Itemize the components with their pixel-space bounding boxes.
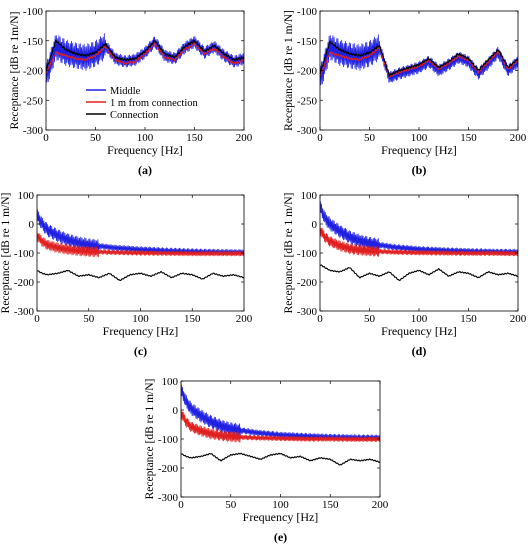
y-tick-label: -300 bbox=[297, 306, 318, 318]
y-tick-label: 100 bbox=[162, 376, 179, 388]
x-tick-label: 100 bbox=[411, 132, 428, 144]
plot-area bbox=[320, 201, 518, 282]
series-line-1 bbox=[37, 209, 244, 256]
y-tick-label: -300 bbox=[158, 492, 179, 504]
x-axis-label: Frequency [Hz] bbox=[107, 143, 183, 157]
y-tick-label: -200 bbox=[297, 277, 318, 289]
x-tick-label: 50 bbox=[364, 132, 376, 144]
y-tick-label: -300 bbox=[14, 306, 35, 318]
x-tick-label: 150 bbox=[186, 132, 203, 144]
x-tick-label: 0 bbox=[317, 132, 323, 144]
y-tick-label: -100 bbox=[297, 6, 318, 18]
x-tick-label: 0 bbox=[317, 313, 323, 325]
x-tick-label: 200 bbox=[236, 313, 253, 325]
x-tick-label: 150 bbox=[322, 499, 339, 511]
x-tick-label: 0 bbox=[34, 313, 40, 325]
y-tick-label: -200 bbox=[297, 66, 318, 78]
panel-label: (a) bbox=[138, 163, 152, 177]
chart-panel-a: 0 50 100 150 200 -300 -250 -200 -150 -100 Frequenc… bbox=[9, 6, 253, 177]
series-line-1 bbox=[320, 34, 518, 86]
x-axis-label: Frequency [Hz] bbox=[243, 510, 319, 524]
series-line-2 bbox=[320, 47, 518, 78]
x-tick-label: 100 bbox=[272, 499, 289, 511]
panel-label: (b) bbox=[412, 163, 427, 177]
x-tick-label: 0 bbox=[178, 499, 184, 511]
x-tick-label: 150 bbox=[184, 313, 201, 325]
series-line-2 bbox=[320, 225, 518, 257]
y-tick-label: -250 bbox=[23, 95, 44, 107]
x-tick-label: 200 bbox=[510, 313, 527, 325]
y-tick-label: -200 bbox=[14, 277, 35, 289]
series-line-1 bbox=[320, 201, 518, 256]
x-tick-label: 0 bbox=[43, 132, 49, 144]
y-axis-label: Receptance [dB re 1 m/N] bbox=[283, 193, 295, 314]
series-line-3 bbox=[320, 264, 518, 282]
series-line-3 bbox=[46, 39, 244, 72]
x-tick-label: 200 bbox=[372, 499, 389, 511]
legend-label-1: Middle bbox=[110, 86, 141, 97]
series-line-2 bbox=[37, 231, 244, 258]
x-tick-label: 100 bbox=[411, 313, 428, 325]
plot-area bbox=[320, 34, 518, 86]
y-tick-label: -100 bbox=[14, 248, 35, 260]
y-tick-label: 100 bbox=[301, 190, 318, 202]
series-line-3 bbox=[320, 40, 518, 77]
plot-area bbox=[37, 209, 244, 282]
y-tick-label: -100 bbox=[23, 6, 44, 18]
x-tick-label: 200 bbox=[236, 132, 253, 144]
y-tick-label: -150 bbox=[297, 36, 318, 48]
y-tick-label: -300 bbox=[23, 125, 44, 137]
x-tick-label: 100 bbox=[132, 313, 149, 325]
y-tick-label: -300 bbox=[297, 125, 318, 137]
y-tick-label: -200 bbox=[23, 66, 44, 78]
series-line-2 bbox=[46, 42, 244, 74]
legend-label-3: Connection bbox=[110, 110, 159, 121]
y-tick-label: 100 bbox=[18, 190, 35, 202]
x-tick-label: 50 bbox=[364, 313, 376, 325]
x-axis-label: Frequency [Hz] bbox=[103, 324, 179, 338]
x-tick-label: 100 bbox=[137, 132, 154, 144]
x-tick-label: 50 bbox=[90, 132, 102, 144]
plot-area bbox=[181, 384, 380, 466]
series-line-3 bbox=[37, 269, 244, 282]
x-tick-label: 50 bbox=[225, 499, 237, 511]
panel-label: (d) bbox=[412, 344, 427, 358]
legend-label-2: 1 m from connection bbox=[110, 98, 199, 109]
series-line-2 bbox=[181, 408, 380, 443]
series-line-3 bbox=[181, 452, 380, 466]
chart-panel-b: 0 50 100 150 200 -300 -250 -200 -150 -100 Frequenc… bbox=[283, 6, 527, 177]
panel-label: (c) bbox=[134, 344, 147, 358]
y-tick-label: 0 bbox=[173, 405, 179, 417]
x-tick-label: 150 bbox=[460, 132, 477, 144]
y-tick-label: -150 bbox=[23, 36, 44, 48]
y-tick-label: -100 bbox=[158, 434, 179, 446]
y-axis-label: Receptance [dB re 1 m/N] bbox=[144, 379, 156, 500]
panel-label: (e) bbox=[274, 530, 287, 544]
series-line-1 bbox=[181, 384, 380, 442]
x-axis-label: Frequency [Hz] bbox=[381, 143, 457, 157]
y-tick-label: -100 bbox=[297, 248, 318, 260]
y-axis-label: Receptance [dB re 1 m/N] bbox=[283, 10, 295, 131]
y-axis-label: Receptance [dB re 1 m/N] bbox=[0, 193, 12, 314]
y-tick-label: 0 bbox=[29, 219, 35, 231]
y-axis-label: Receptance [dB re 1m/N] bbox=[9, 12, 21, 130]
x-tick-label: 150 bbox=[460, 313, 477, 325]
y-tick-label: -200 bbox=[158, 463, 179, 475]
x-tick-label: 50 bbox=[83, 313, 95, 325]
y-tick-label: -250 bbox=[297, 95, 318, 107]
y-tick-label: 0 bbox=[312, 219, 318, 231]
plot-area bbox=[46, 33, 244, 83]
x-tick-label: 200 bbox=[510, 132, 527, 144]
x-axis-label: Frequency [Hz] bbox=[381, 324, 457, 338]
